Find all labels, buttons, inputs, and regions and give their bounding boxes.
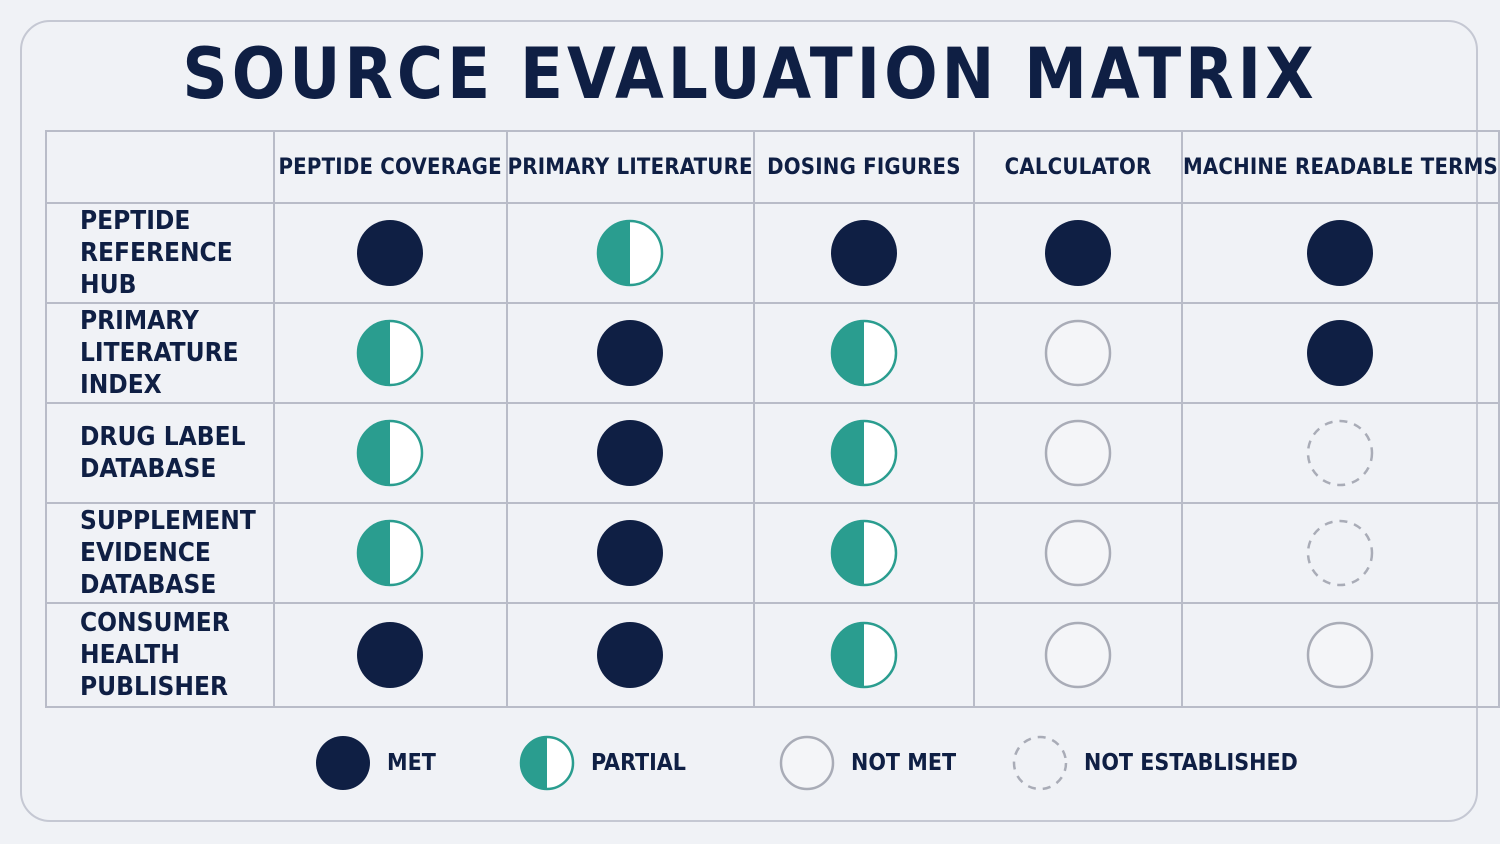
table-row: DRUG LABEL DATABASE xyxy=(45,402,1500,504)
status-cell xyxy=(272,502,508,604)
table-row: SUPPLEMENT EVIDENCE DATABASE xyxy=(45,502,1500,604)
row-label-line: PUBLISHER xyxy=(80,672,228,702)
row-label-line: CONSUMER HEALTH xyxy=(80,608,230,670)
status-cell xyxy=(1180,402,1500,504)
status-icon xyxy=(1044,419,1112,487)
status-cell xyxy=(505,502,755,604)
legend-label-not-met: NOT MET xyxy=(851,750,957,776)
row-header: SUPPLEMENT EVIDENCE DATABASE xyxy=(45,502,275,604)
status-cell xyxy=(272,202,508,304)
status-icon xyxy=(830,419,898,487)
status-cell xyxy=(973,602,1183,708)
status-cell xyxy=(1180,202,1500,304)
row-label-line: DATABASE xyxy=(80,454,217,484)
row-header: DRUG LABEL DATABASE xyxy=(45,402,275,504)
status-cell xyxy=(505,402,755,504)
row-label-line: LITERATURE INDEX xyxy=(80,338,239,400)
status-icon xyxy=(356,419,424,487)
status-icon xyxy=(1306,319,1374,387)
column-header-peptide-coverage: PEPTIDE COVERAGE xyxy=(272,130,508,204)
status-cell xyxy=(505,202,755,304)
status-cell xyxy=(752,402,976,504)
status-icon xyxy=(596,419,664,487)
table-row: PRIMARY LITERATURE INDEX xyxy=(45,302,1500,404)
row-header: PRIMARY LITERATURE INDEX xyxy=(45,302,275,404)
status-icon xyxy=(596,319,664,387)
legend-item-not-established: NOT ESTABLISHED xyxy=(1012,735,1298,791)
column-header-machine-readable-terms: MACHINE READABLE TERMS xyxy=(1180,130,1500,204)
status-cell xyxy=(973,502,1183,604)
corner-cell xyxy=(45,130,275,204)
status-cell xyxy=(505,602,755,708)
status-cell xyxy=(973,302,1183,404)
status-cell xyxy=(973,402,1183,504)
legend-item-partial: PARTIAL xyxy=(519,735,686,791)
row-label-line: SUPPLEMENT xyxy=(80,506,256,536)
status-icon xyxy=(596,621,664,689)
not-established-icon xyxy=(1012,735,1068,791)
row-header: PEPTIDE REFERENCE HUB xyxy=(45,202,275,304)
status-cell xyxy=(505,302,755,404)
legend: MET PARTIAL NOT MET NOT ESTABLISHED xyxy=(0,735,1500,791)
status-icon xyxy=(356,519,424,587)
status-cell xyxy=(752,302,976,404)
status-icon xyxy=(1306,219,1374,287)
status-icon xyxy=(1044,319,1112,387)
header-row: PEPTIDE COVERAGE PRIMARY LITERATURE DOSI… xyxy=(45,130,1500,204)
status-icon xyxy=(1044,621,1112,689)
status-icon xyxy=(830,319,898,387)
status-icon xyxy=(596,519,664,587)
status-cell xyxy=(272,602,508,708)
status-icon xyxy=(596,219,664,287)
status-icon xyxy=(1306,519,1374,587)
legend-item-not-met: NOT MET xyxy=(779,735,956,791)
column-header-primary-literature: PRIMARY LITERATURE xyxy=(505,130,755,204)
status-icon xyxy=(1306,621,1374,689)
legend-label-partial: PARTIAL xyxy=(591,750,686,776)
not-met-icon xyxy=(779,735,835,791)
status-icon xyxy=(1044,219,1112,287)
status-icon xyxy=(1306,419,1374,487)
status-icon xyxy=(356,219,424,287)
status-icon xyxy=(356,621,424,689)
status-cell xyxy=(272,402,508,504)
legend-label-met: MET xyxy=(387,750,436,776)
table-row: CONSUMER HEALTH PUBLISHER xyxy=(45,602,1500,708)
status-cell xyxy=(752,602,976,708)
row-label-line: REFERENCE HUB xyxy=(80,238,233,300)
table-row: PEPTIDE REFERENCE HUB xyxy=(45,202,1500,304)
status-cell xyxy=(1180,502,1500,604)
status-cell xyxy=(1180,602,1500,708)
status-cell xyxy=(973,202,1183,304)
legend-item-met: MET xyxy=(315,735,436,791)
evaluation-table: PEPTIDE COVERAGE PRIMARY LITERATURE DOSI… xyxy=(45,130,1500,708)
row-header: CONSUMER HEALTH PUBLISHER xyxy=(45,602,275,708)
status-icon xyxy=(1044,519,1112,587)
page-title: SOURCE EVALUATION MATRIX xyxy=(182,33,1318,115)
column-header-dosing-figures: DOSING FIGURES xyxy=(752,130,976,204)
status-cell xyxy=(752,502,976,604)
met-icon xyxy=(315,735,371,791)
status-icon xyxy=(830,519,898,587)
row-label-line: PEPTIDE xyxy=(80,206,191,236)
status-cell xyxy=(1180,302,1500,404)
status-cell xyxy=(752,202,976,304)
status-cell xyxy=(272,302,508,404)
column-header-calculator: CALCULATOR xyxy=(973,130,1183,204)
status-icon xyxy=(830,621,898,689)
row-label-line: PRIMARY xyxy=(80,306,199,336)
row-label-line: EVIDENCE DATABASE xyxy=(80,538,217,600)
status-icon xyxy=(356,319,424,387)
partial-icon xyxy=(519,735,575,791)
row-label-line: DRUG LABEL xyxy=(80,422,246,452)
legend-label-not-established: NOT ESTABLISHED xyxy=(1084,750,1298,776)
status-icon xyxy=(830,219,898,287)
